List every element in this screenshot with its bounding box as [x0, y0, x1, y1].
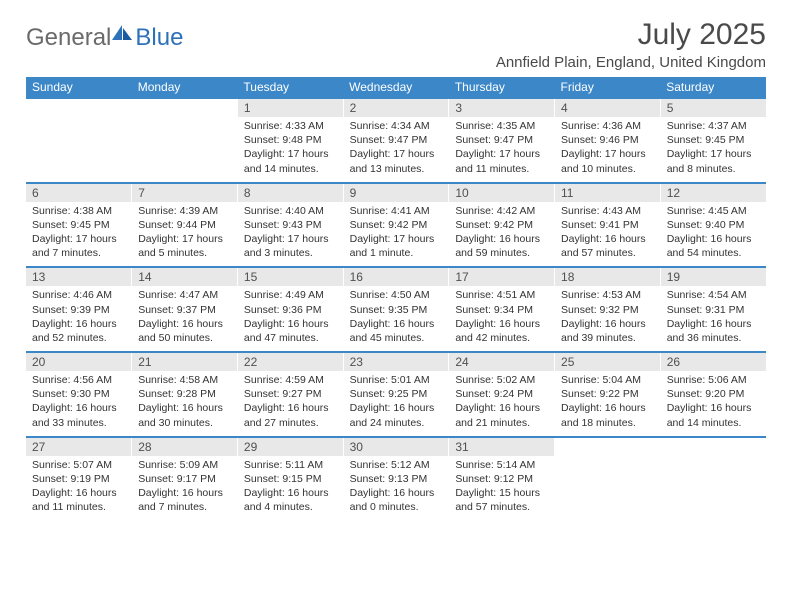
detail-cell: Sunrise: 5:04 AMSunset: 9:22 PMDaylight:… [555, 371, 661, 437]
date-cell: 21 [132, 352, 238, 371]
logo: General Blue [26, 18, 183, 52]
detail-cell [660, 456, 766, 521]
date-cell: 20 [26, 352, 132, 371]
date-cell [660, 437, 766, 456]
weekday-header: Wednesday [343, 77, 449, 98]
date-cell: 15 [237, 267, 343, 286]
detail-cell: Sunrise: 5:09 AMSunset: 9:17 PMDaylight:… [132, 456, 238, 521]
date-cell: 31 [449, 437, 555, 456]
detail-cell: Sunrise: 4:46 AMSunset: 9:39 PMDaylight:… [26, 286, 132, 352]
detail-row: Sunrise: 4:46 AMSunset: 9:39 PMDaylight:… [26, 286, 766, 352]
date-cell [555, 437, 661, 456]
detail-cell: Sunrise: 5:01 AMSunset: 9:25 PMDaylight:… [343, 371, 449, 437]
date-cell: 10 [449, 183, 555, 202]
detail-cell: Sunrise: 5:14 AMSunset: 9:12 PMDaylight:… [449, 456, 555, 521]
date-row: 13141516171819 [26, 267, 766, 286]
detail-cell: Sunrise: 4:53 AMSunset: 9:32 PMDaylight:… [555, 286, 661, 352]
detail-cell: Sunrise: 4:37 AMSunset: 9:45 PMDaylight:… [660, 117, 766, 183]
detail-row: Sunrise: 4:38 AMSunset: 9:45 PMDaylight:… [26, 202, 766, 268]
date-row: 6789101112 [26, 183, 766, 202]
detail-cell: Sunrise: 4:38 AMSunset: 9:45 PMDaylight:… [26, 202, 132, 268]
detail-cell: Sunrise: 5:02 AMSunset: 9:24 PMDaylight:… [449, 371, 555, 437]
date-cell: 22 [237, 352, 343, 371]
month-title: July 2025 [496, 18, 766, 52]
date-cell: 11 [555, 183, 661, 202]
date-cell: 25 [555, 352, 661, 371]
weekday-header-row: SundayMondayTuesdayWednesdayThursdayFrid… [26, 77, 766, 98]
detail-cell [132, 117, 238, 183]
detail-cell: Sunrise: 4:40 AMSunset: 9:43 PMDaylight:… [237, 202, 343, 268]
date-cell: 3 [449, 98, 555, 117]
location-text: Annfield Plain, England, United Kingdom [496, 54, 766, 71]
date-cell: 19 [660, 267, 766, 286]
weekday-header: Sunday [26, 77, 132, 98]
weekday-header: Thursday [449, 77, 555, 98]
weekday-header: Saturday [660, 77, 766, 98]
date-cell [132, 98, 238, 117]
date-cell: 29 [237, 437, 343, 456]
date-cell: 14 [132, 267, 238, 286]
detail-cell: Sunrise: 4:41 AMSunset: 9:42 PMDaylight:… [343, 202, 449, 268]
detail-cell: Sunrise: 5:11 AMSunset: 9:15 PMDaylight:… [237, 456, 343, 521]
date-cell: 2 [343, 98, 449, 117]
calendar-page: General Blue July 2025 Annfield Plain, E… [0, 0, 792, 520]
weekday-header: Tuesday [237, 77, 343, 98]
title-block: July 2025 Annfield Plain, England, Unite… [496, 18, 766, 71]
date-cell: 5 [660, 98, 766, 117]
detail-cell: Sunrise: 4:33 AMSunset: 9:48 PMDaylight:… [237, 117, 343, 183]
date-cell: 30 [343, 437, 449, 456]
date-cell: 27 [26, 437, 132, 456]
detail-cell: Sunrise: 4:47 AMSunset: 9:37 PMDaylight:… [132, 286, 238, 352]
detail-cell [555, 456, 661, 521]
weekday-header: Monday [132, 77, 238, 98]
detail-cell: Sunrise: 4:51 AMSunset: 9:34 PMDaylight:… [449, 286, 555, 352]
calendar-body: SundayMondayTuesdayWednesdayThursdayFrid… [26, 77, 766, 520]
date-cell: 16 [343, 267, 449, 286]
detail-cell: Sunrise: 4:42 AMSunset: 9:42 PMDaylight:… [449, 202, 555, 268]
detail-cell: Sunrise: 4:39 AMSunset: 9:44 PMDaylight:… [132, 202, 238, 268]
date-row: 20212223242526 [26, 352, 766, 371]
detail-cell: Sunrise: 5:06 AMSunset: 9:20 PMDaylight:… [660, 371, 766, 437]
detail-cell: Sunrise: 4:36 AMSunset: 9:46 PMDaylight:… [555, 117, 661, 183]
date-cell: 23 [343, 352, 449, 371]
date-cell: 4 [555, 98, 661, 117]
date-cell: 17 [449, 267, 555, 286]
date-row: 12345 [26, 98, 766, 117]
detail-cell: Sunrise: 5:07 AMSunset: 9:19 PMDaylight:… [26, 456, 132, 521]
detail-cell: Sunrise: 4:50 AMSunset: 9:35 PMDaylight:… [343, 286, 449, 352]
detail-cell: Sunrise: 4:45 AMSunset: 9:40 PMDaylight:… [660, 202, 766, 268]
date-cell: 18 [555, 267, 661, 286]
date-cell: 6 [26, 183, 132, 202]
detail-cell: Sunrise: 4:54 AMSunset: 9:31 PMDaylight:… [660, 286, 766, 352]
detail-cell: Sunrise: 4:35 AMSunset: 9:47 PMDaylight:… [449, 117, 555, 183]
date-cell: 8 [237, 183, 343, 202]
detail-cell: Sunrise: 4:49 AMSunset: 9:36 PMDaylight:… [237, 286, 343, 352]
date-cell: 28 [132, 437, 238, 456]
header: General Blue July 2025 Annfield Plain, E… [26, 18, 766, 71]
detail-cell: Sunrise: 4:58 AMSunset: 9:28 PMDaylight:… [132, 371, 238, 437]
detail-cell: Sunrise: 4:43 AMSunset: 9:41 PMDaylight:… [555, 202, 661, 268]
date-row: 2728293031 [26, 437, 766, 456]
detail-row: Sunrise: 4:33 AMSunset: 9:48 PMDaylight:… [26, 117, 766, 183]
detail-cell: Sunrise: 4:34 AMSunset: 9:47 PMDaylight:… [343, 117, 449, 183]
detail-row: Sunrise: 5:07 AMSunset: 9:19 PMDaylight:… [26, 456, 766, 521]
detail-cell: Sunrise: 4:56 AMSunset: 9:30 PMDaylight:… [26, 371, 132, 437]
weekday-header: Friday [555, 77, 661, 98]
date-cell: 12 [660, 183, 766, 202]
detail-cell: Sunrise: 4:59 AMSunset: 9:27 PMDaylight:… [237, 371, 343, 437]
logo-text-2: Blue [135, 24, 183, 52]
detail-row: Sunrise: 4:56 AMSunset: 9:30 PMDaylight:… [26, 371, 766, 437]
date-cell: 7 [132, 183, 238, 202]
date-cell: 1 [237, 98, 343, 117]
calendar-table: SundayMondayTuesdayWednesdayThursdayFrid… [26, 77, 766, 520]
date-cell: 13 [26, 267, 132, 286]
date-cell: 24 [449, 352, 555, 371]
date-cell: 9 [343, 183, 449, 202]
logo-sail-icon [111, 24, 133, 42]
detail-cell: Sunrise: 5:12 AMSunset: 9:13 PMDaylight:… [343, 456, 449, 521]
logo-text-1: General [26, 24, 111, 52]
date-cell [26, 98, 132, 117]
detail-cell [26, 117, 132, 183]
date-cell: 26 [660, 352, 766, 371]
